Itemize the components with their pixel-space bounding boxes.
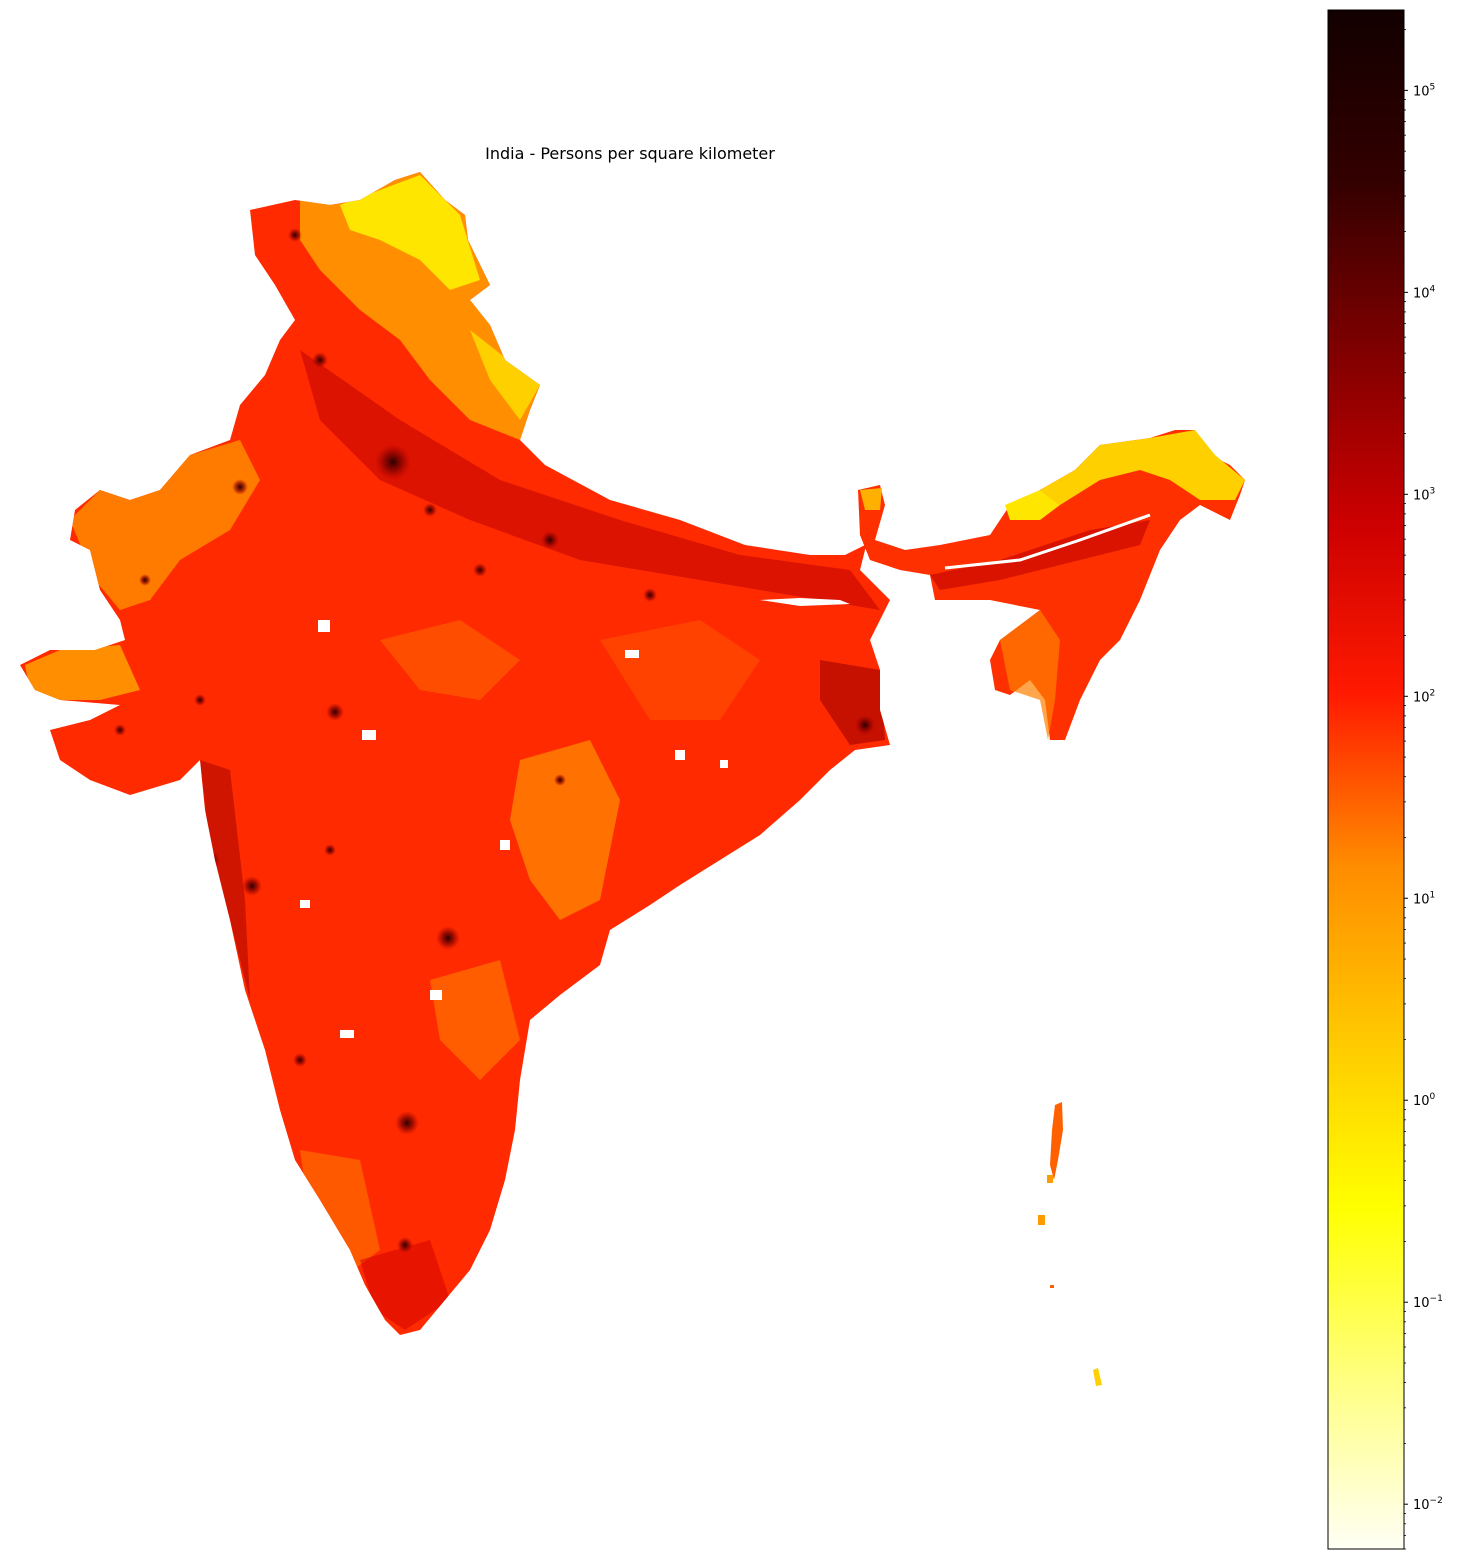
- colorbar-tick-base: 10: [1413, 1296, 1430, 1311]
- colorbar-tick-exponent: 1: [1430, 890, 1436, 900]
- colorbar-tick-label: 101: [1413, 890, 1435, 907]
- colorbar-tick-label: 100: [1413, 1092, 1436, 1109]
- andaman-nicobar-islands: [1038, 1102, 1102, 1386]
- colorbar-gradient: [1327, 9, 1405, 1550]
- colorbar-tick-base: 10: [1413, 892, 1430, 907]
- colorbar-tick-label: 10−1: [1413, 1294, 1443, 1311]
- colorbar-tick-exponent: 0: [1430, 1092, 1436, 1102]
- colorbar-tick-base: 10: [1413, 488, 1430, 503]
- india-mainland: [20, 172, 890, 1335]
- colorbar-tick-exponent: 2: [1430, 688, 1436, 698]
- colorbar-tick-label: 105: [1413, 82, 1435, 99]
- colorbar-tick-exponent: 4: [1430, 284, 1436, 294]
- colorbar-tick-label: 10−2: [1413, 1496, 1443, 1513]
- colorbar-tick-label: 104: [1413, 284, 1436, 301]
- colorbar-tick-exponent: −1: [1430, 1294, 1443, 1304]
- colorbar-tick-base: 10: [1413, 1094, 1430, 1109]
- colorbar-tick-exponent: −2: [1430, 1496, 1443, 1506]
- colorbar-tick-exponent: 3: [1430, 486, 1436, 496]
- colorbar-tick-label: 103: [1413, 486, 1435, 503]
- colorbar-tick-label: 102: [1413, 688, 1435, 705]
- colorbar-tick-exponent: 5: [1430, 82, 1436, 92]
- colorbar-tick-base: 10: [1413, 1498, 1430, 1513]
- northeast-region: [858, 430, 1245, 740]
- colorbar-tick-base: 10: [1413, 286, 1430, 301]
- colorbar-tick-base: 10: [1413, 690, 1430, 705]
- map-title: India - Persons per square kilometer: [485, 144, 775, 163]
- colorbar-tick-base: 10: [1413, 84, 1430, 99]
